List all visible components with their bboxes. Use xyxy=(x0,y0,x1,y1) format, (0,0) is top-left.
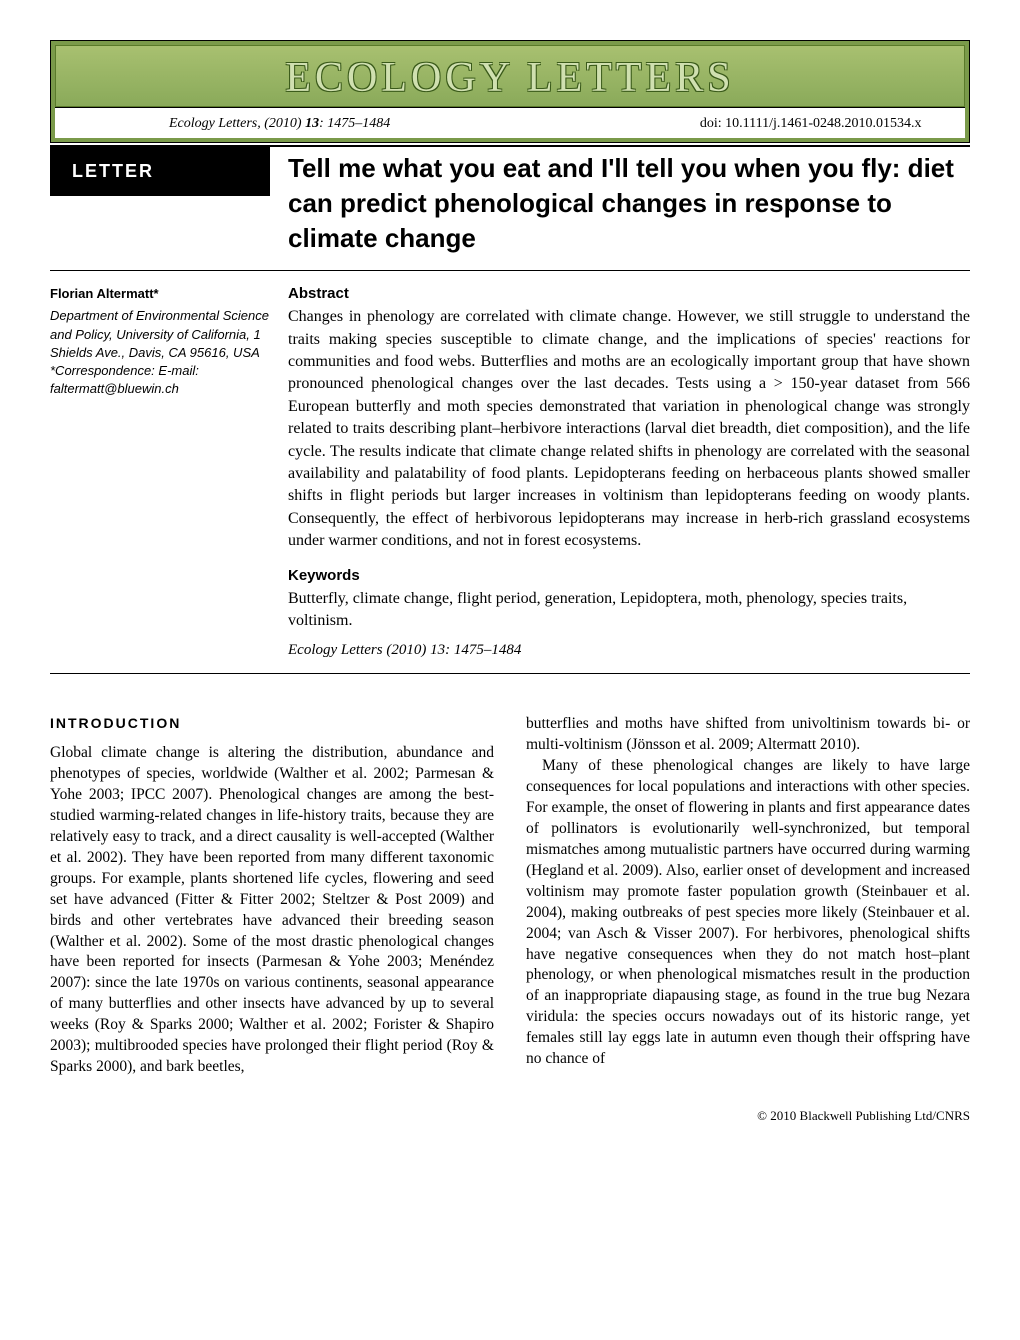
correspondence-label: *Correspondence: E-mail: xyxy=(50,362,270,380)
body-columns: INTRODUCTION Global climate change is al… xyxy=(50,714,970,1078)
keywords-block: Keywords Butterfly, climate change, flig… xyxy=(288,567,970,633)
doi: doi: 10.1111/j.1461-0248.2010.01534.x xyxy=(496,116,921,132)
journal-citation-pages: 1475–1484 xyxy=(327,116,390,131)
author-name: Florian Altermatt* xyxy=(50,285,270,303)
separator-title-bottom xyxy=(50,270,970,271)
journal-banner-inner: ECOLOGY LETTERS xyxy=(55,45,965,107)
abstract-heading: Abstract xyxy=(288,285,970,302)
journal-citation-year: (2010) xyxy=(264,116,301,131)
journal-citation-vol: 13 xyxy=(305,116,319,131)
abstract-grid: Florian Altermatt* Department of Environ… xyxy=(50,285,970,659)
journal-citation-name: Ecology Letters xyxy=(169,116,257,131)
journal-banner: ECOLOGY LETTERS Ecology Letters, (2010) … xyxy=(50,40,970,143)
author-email: faltermatt@bluewin.ch xyxy=(50,380,270,398)
body-column-left: INTRODUCTION Global climate change is al… xyxy=(50,714,494,1078)
intro-paragraph-2: Many of these phenological changes are l… xyxy=(526,756,970,1070)
author-column: Florian Altermatt* Department of Environ… xyxy=(50,285,270,659)
intro-paragraph-1-cont: butterflies and moths have shifted from … xyxy=(526,714,970,756)
abstract-text: Changes in phenology are correlated with… xyxy=(288,306,970,552)
citation-line: Ecology Letters (2010) 13: 1475–1484 xyxy=(288,642,970,659)
introduction-heading: INTRODUCTION xyxy=(50,714,494,733)
journal-name: ECOLOGY LETTERS xyxy=(68,54,952,102)
citation-rest: (2010) 13: 1475–1484 xyxy=(386,642,521,658)
footer-copyright: © 2010 Blackwell Publishing Ltd/CNRS xyxy=(50,1108,970,1124)
article-title: Tell me what you eat and I'll tell you w… xyxy=(270,147,970,256)
article-type-badge: LETTER xyxy=(50,147,270,196)
author-affiliation: Department of Environmental Science and … xyxy=(50,307,270,362)
body-column-right: butterflies and moths have shifted from … xyxy=(526,714,970,1078)
citation-journal: Ecology Letters xyxy=(288,642,383,658)
separator-abstract-bottom xyxy=(50,673,970,674)
journal-citation: Ecology Letters, (2010) 13: 1475–1484 xyxy=(67,116,492,132)
keywords-text: Butterfly, climate change, flight period… xyxy=(288,588,970,633)
intro-paragraph-1: Global climate change is altering the di… xyxy=(50,743,494,1078)
abstract-column: Abstract Changes in phenology are correl… xyxy=(288,285,970,659)
keywords-heading: Keywords xyxy=(288,567,970,584)
journal-info-bar: Ecology Letters, (2010) 13: 1475–1484 do… xyxy=(55,107,965,138)
title-row: LETTER Tell me what you eat and I'll tel… xyxy=(50,147,970,256)
